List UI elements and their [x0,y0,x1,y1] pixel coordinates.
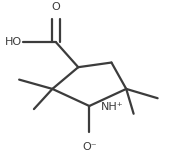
Text: HO: HO [4,37,22,47]
Text: O: O [52,2,60,12]
Text: O⁻: O⁻ [82,142,97,152]
Text: NH⁺: NH⁺ [101,102,124,112]
